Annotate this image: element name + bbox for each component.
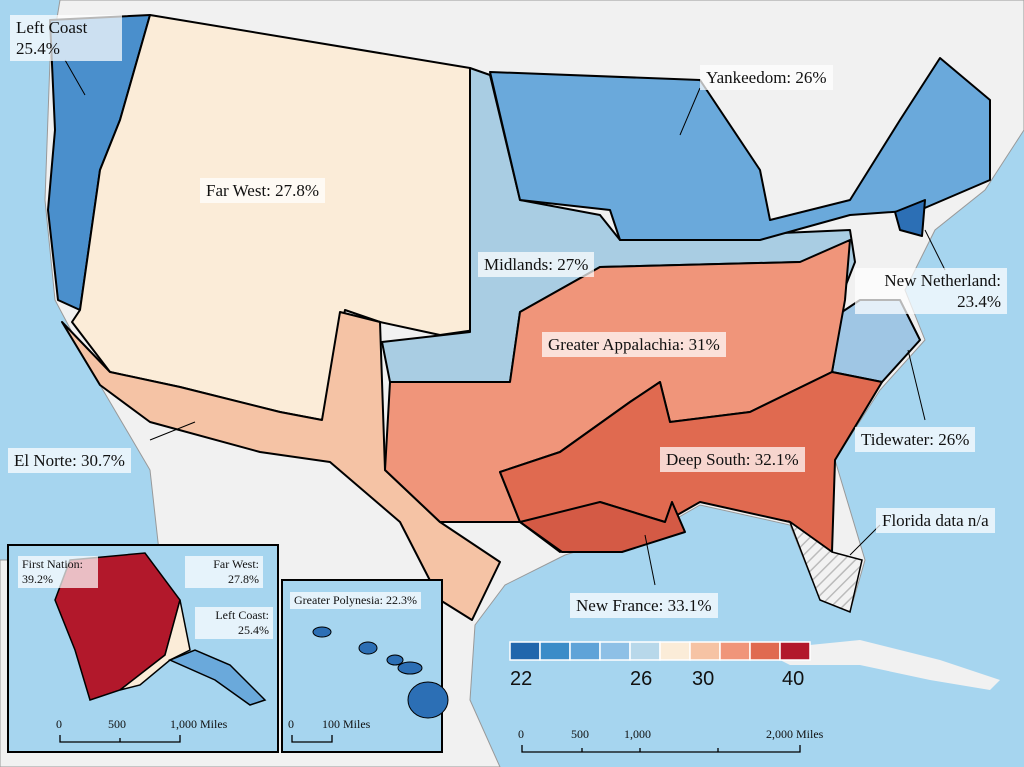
label: Far West: 27.8% <box>185 556 263 588</box>
region <box>894 199 926 237</box>
region <box>61 311 501 621</box>
legend-swatch <box>689 641 721 661</box>
label: Florida data n/a <box>876 508 995 533</box>
scale-bars <box>59 735 801 753</box>
scale-label: 2,000 Miles <box>766 727 824 741</box>
legend-swatch <box>749 641 781 661</box>
scale-label: 1,000 <box>624 727 651 741</box>
region <box>119 599 191 691</box>
label: First Nation: 39.2% <box>18 556 98 588</box>
scale-label: 100 Miles <box>322 717 371 731</box>
region <box>489 57 991 241</box>
region <box>168 649 267 706</box>
legend-tick: 40 <box>782 668 805 690</box>
label: Midlands: 27% <box>478 252 595 277</box>
islands <box>312 626 449 719</box>
legend-swatch <box>599 641 631 661</box>
label: El Norte: 30.7% <box>8 448 131 473</box>
legend-swatch <box>719 641 751 661</box>
scale-label: 500 <box>571 727 589 741</box>
label: Left Coast: 25.4% <box>195 607 273 639</box>
legend-swatch <box>569 641 601 661</box>
label: Left Coast 25.4% <box>10 15 122 61</box>
label: Greater Appalachia: 31% <box>542 332 726 357</box>
legend-swatch <box>779 641 811 661</box>
scale-label: 1,000 Miles <box>170 717 228 731</box>
legend-swatch <box>539 641 571 661</box>
cuba <box>760 640 1000 690</box>
scale-label: 0 <box>56 717 62 731</box>
legend-swatch <box>659 641 691 661</box>
label: Far West: 27.8% <box>200 178 326 203</box>
region <box>519 501 686 553</box>
legend <box>509 641 811 661</box>
scale-label: 500 <box>108 717 126 731</box>
scale-label: 0 <box>288 717 294 731</box>
label: Greater Polynesia: 22.3% <box>290 592 421 609</box>
label: Tidewater: 26% <box>855 427 976 452</box>
leaders <box>64 59 946 586</box>
legend-tick: 22 <box>510 668 533 690</box>
label: Deep South: 32.1% <box>660 447 805 472</box>
legend-swatch <box>629 641 661 661</box>
label: New Netherland: 23.4% <box>855 268 1007 314</box>
florida <box>788 519 863 614</box>
legend-swatch <box>509 641 541 661</box>
legend-tick: 30 <box>692 668 715 690</box>
label: New France: 33.1% <box>570 593 718 618</box>
scale-label: 0 <box>518 727 524 741</box>
label: Yankeedom: 26% <box>700 65 833 90</box>
legend-tick: 26 <box>630 668 653 690</box>
